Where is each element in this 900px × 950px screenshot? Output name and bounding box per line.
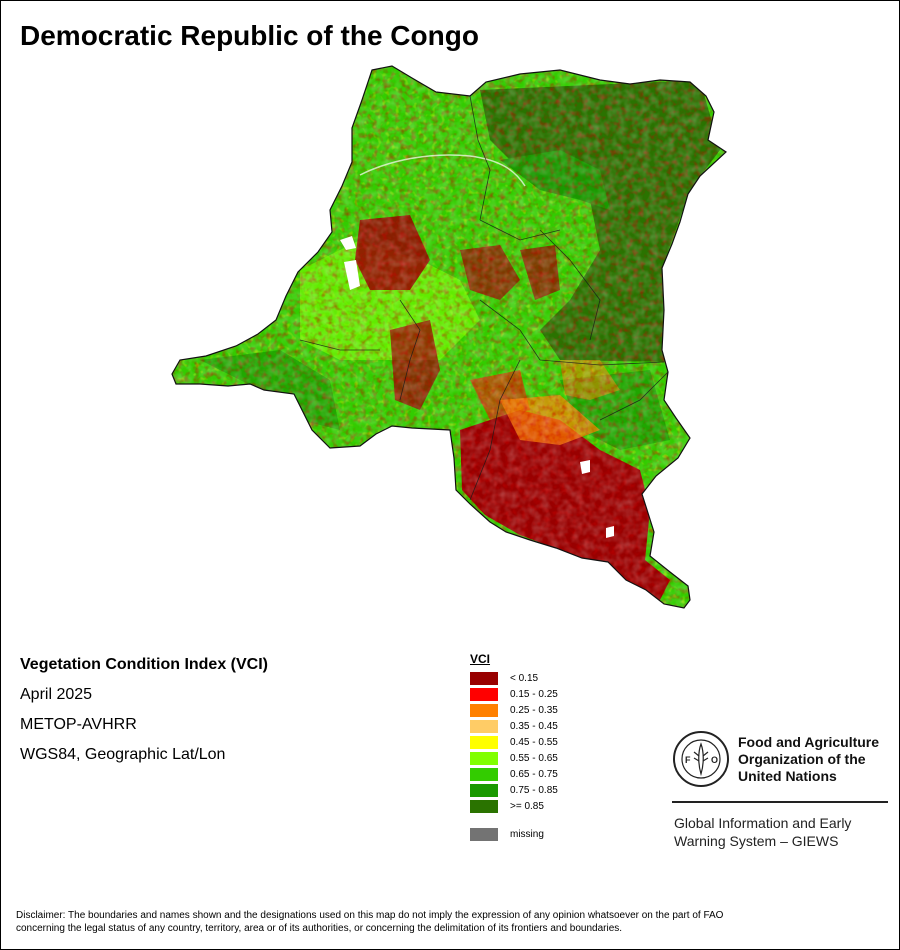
org-line-1: Food and Agriculture (738, 734, 880, 750)
legend-item: 0.25 - 0.35 (470, 702, 558, 718)
org-line-2: Organization of the (738, 751, 866, 767)
index-name: Vegetation Condition Index (VCI) (20, 656, 268, 673)
legend-item: < 0.15 (470, 670, 558, 686)
legend-swatch (470, 783, 498, 797)
legend-item: 0.45 - 0.55 (470, 734, 558, 750)
svg-text:F: F (685, 755, 691, 765)
legend-swatch (470, 671, 498, 685)
legend-item: 0.65 - 0.75 (470, 766, 558, 782)
giews-line-2: Warning System – GIEWS (674, 833, 839, 849)
legend-swatch (470, 735, 498, 749)
legend-label: < 0.15 (510, 672, 539, 684)
legend-swatch-missing (470, 827, 498, 841)
legend-label: 0.45 - 0.55 (510, 736, 558, 748)
org-line-3: United Nations (738, 768, 837, 784)
map-title: Democratic Republic of the Congo (20, 20, 479, 51)
giews-line-1: Global Information and Early (674, 815, 852, 831)
legend-item: 0.55 - 0.65 (470, 750, 558, 766)
fao-logo-icon: F O (673, 731, 729, 787)
legend-label: 0.25 - 0.35 (510, 704, 558, 716)
legend-item-missing: missing (470, 826, 558, 842)
disclaimer-line-1: Disclaimer: The boundaries and names sho… (16, 910, 724, 921)
disclaimer-line-2: concerning the legal status of any count… (16, 923, 623, 934)
sensor-name: METOP-AVHRR (20, 716, 137, 733)
legend-label: 0.65 - 0.75 (510, 768, 558, 780)
legend: VCI < 0.15 0.15 - 0.25 0.25 - 0.35 0.35 - 0… (470, 652, 558, 842)
disclaimer: Disclaimer: The boundaries and names sho… (16, 909, 886, 935)
legend-item: 0.15 - 0.25 (470, 686, 558, 702)
legend-label: 0.55 - 0.65 (510, 752, 558, 764)
legend-label: 0.75 - 0.85 (510, 784, 558, 796)
map-info: Vegetation Condition Index (VCI) April 2… (20, 656, 268, 776)
legend-swatch (470, 767, 498, 781)
legend-swatch (470, 751, 498, 765)
legend-swatch (470, 687, 498, 701)
drc-vci-map (160, 55, 730, 620)
svg-text:O: O (711, 755, 718, 765)
legend-label: 0.15 - 0.25 (510, 688, 558, 700)
legend-swatch (470, 719, 498, 733)
map-date: April 2025 (20, 686, 93, 703)
legend-title: VCI (470, 652, 491, 666)
legend-item: 0.75 - 0.85 (470, 782, 558, 798)
legend-item: >= 0.85 (470, 798, 558, 814)
vci-raster (172, 66, 726, 608)
legend-swatch (470, 703, 498, 717)
legend-label: 0.35 - 0.45 (510, 720, 558, 732)
legend-item: 0.35 - 0.45 (470, 718, 558, 734)
projection: WGS84, Geographic Lat/Lon (20, 746, 226, 763)
organization-name: Food and Agriculture Organization of the… (738, 734, 879, 785)
giews-name: Global Information and Early Warning Sys… (674, 814, 888, 850)
divider (672, 801, 888, 803)
legend-label-missing: missing (510, 828, 544, 840)
legend-swatch (470, 799, 498, 813)
legend-label: >= 0.85 (510, 800, 544, 812)
